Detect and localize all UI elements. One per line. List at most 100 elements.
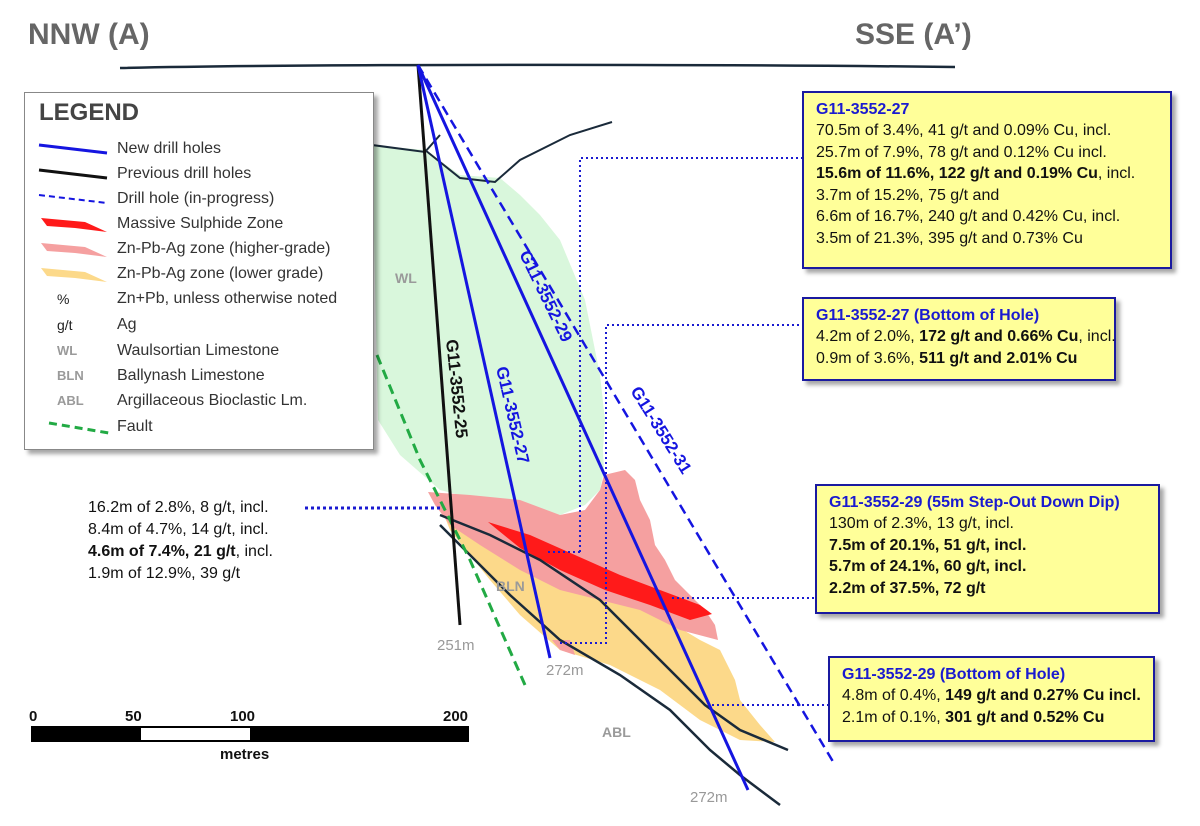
previous-hole-line-icon	[38, 168, 108, 180]
legend-label: Argillaceous Bioclastic Lm.	[117, 392, 308, 409]
assay-text: 4.8m of 0.4%,	[842, 687, 946, 704]
section-label-right: SSE (A’)	[855, 18, 972, 51]
scale-seg-3	[250, 727, 468, 741]
assay-text: 3.5m of 21.3%, 395 g/t and 0.73% Cu	[816, 229, 1083, 247]
assay-text: 16.2m of 2.8%, 8 g/t, incl.	[88, 499, 269, 516]
fault-line	[375, 354, 527, 686]
scale-seg-1	[32, 727, 141, 741]
assay-line: 1.9m of 12.9%, 39 g/t	[88, 563, 273, 585]
contact-line-upper	[424, 121, 613, 184]
assay-line: 25.7m of 7.9%, 78 g/t and 0.12% Cu incl.	[816, 142, 1160, 164]
assay-text: 6.6m of 16.7%, 240 g/t and 0.42% Cu, inc…	[816, 208, 1121, 225]
legend-abbr: g/t	[57, 317, 73, 333]
scale-tick-50: 50	[125, 708, 142, 725]
drill-hole-25	[416, 64, 462, 626]
legend-label: Drill hole (in-progress)	[117, 190, 275, 207]
legend-item-percent: % Zn+Pb, unless otherwise noted	[25, 287, 373, 311]
contact-line-bln-base	[439, 524, 781, 806]
drill-hole-29	[416, 64, 750, 791]
assay-line: 0.9m of 3.6%, 511 g/t and 2.01% Cu	[816, 348, 1104, 370]
assay-text: 1.9m of 12.9%, 39 g/t	[88, 565, 241, 582]
assay-text: 172 g/t and 0.66% Cu	[919, 328, 1079, 345]
assay-text: 4.2m of 2.0%,	[816, 328, 920, 345]
assay-line: 2.1m of 0.1%, 301 g/t and 0.52% Cu	[842, 707, 1143, 729]
unit-label-wl: WL	[395, 270, 417, 286]
leader-c1	[579, 157, 804, 552]
assay-text: 3.7m of 15.2%, 75 g/t and	[816, 186, 1000, 204]
assay-text: 8.4m of 4.7%, 14 g/t, incl.	[88, 521, 269, 538]
callout-hole-27-bottom: G11-3552-27 (Bottom of Hole) 4.2m of 2.0…	[802, 297, 1116, 381]
fault-dashed-line-icon	[48, 421, 110, 435]
callout-hole-29-bottom: G11-3552-29 (Bottom of Hole) 4.8m of 0.4…	[828, 656, 1155, 742]
scale-tick-100: 100	[230, 708, 256, 725]
ground-surface-line	[119, 63, 956, 70]
legend-item-abl: ABL Argillaceous Bioclastic Lm.	[25, 389, 373, 413]
assay-text: 2.2m of 37.5%, 72 g/t	[829, 579, 986, 597]
legend-item-previous-holes: Previous drill holes	[25, 162, 373, 186]
assay-text: 4.6m of 7.4%, 21 g/t	[88, 543, 236, 560]
assay-text: 130m of 2.3%, 13 g/t, incl.	[829, 515, 1014, 532]
assay-line: 6.6m of 16.7%, 240 g/t and 0.42% Cu, inc…	[816, 206, 1160, 228]
legend-item-gt: g/t Ag	[25, 313, 373, 337]
legend-label: Previous drill holes	[117, 165, 252, 182]
assay-line: 5.7m of 24.1%, 60 g/t, incl.	[829, 556, 1148, 578]
unit-label-abl: ABL	[602, 724, 631, 740]
assay-text: , incl.	[1097, 165, 1136, 182]
assay-line: 130m of 2.3%, 13 g/t, incl.	[829, 513, 1148, 535]
callout-title: G11-3552-27 (Bottom of Hole)	[816, 307, 1040, 324]
assay-line: 8.4m of 4.7%, 14 g/t, incl.	[88, 519, 273, 541]
legend-item-wl: WL Waulsortian Limestone	[25, 339, 373, 363]
assay-line: 15.6m of 11.6%, 122 g/t and 0.19% Cu, in…	[816, 163, 1160, 185]
scale-unit-label: metres	[220, 746, 270, 763]
assay-line: 16.2m of 2.8%, 8 g/t, incl.	[88, 497, 273, 519]
drill-hole-27	[416, 64, 552, 659]
assay-text: 149 g/t and 0.27% Cu incl.	[945, 687, 1141, 704]
legend-label: Ballynash Limestone	[117, 367, 265, 384]
legend-label: Zn+Pb, unless otherwise noted	[117, 290, 338, 307]
massive-sulphide-swatch-icon	[41, 218, 107, 232]
callout-title: G11-3552-29 (55m Step-Out Down Dip)	[829, 494, 1120, 511]
assay-line: 3.5m of 21.3%, 395 g/t and 0.73% Cu	[816, 228, 1160, 250]
legend-label: New drill holes	[117, 140, 222, 157]
in-progress-dashed-line-icon	[38, 194, 108, 204]
legend-label: Waulsortian Limestone	[117, 342, 280, 359]
assay-text: 301 g/t and 0.52% Cu	[945, 708, 1105, 726]
legend-abbr: WL	[57, 343, 78, 358]
legend-title: LEGEND	[39, 99, 140, 126]
scale-tick-200: 200	[443, 708, 469, 725]
higher-grade-swatch-icon	[41, 243, 107, 257]
assay-text-hole-25: 16.2m of 2.8%, 8 g/t, incl. 8.4m of 4.7%…	[88, 497, 273, 585]
legend-item-in-progress: Drill hole (in-progress)	[25, 187, 373, 211]
massive-sulphide-zone	[488, 522, 712, 620]
assay-text: 2.1m of 0.1%,	[842, 708, 946, 726]
legend-item-bln: BLN Ballynash Limestone	[25, 364, 373, 388]
assay-line: 70.5m of 3.4%, 41 g/t and 0.09% Cu, incl…	[816, 120, 1160, 142]
legend-label: Massive Sulphide Zone	[117, 215, 284, 232]
callout-hole-27: G11-3552-27 70.5m of 3.4%, 41 g/t and 0.…	[802, 91, 1172, 269]
assay-line: 4.6m of 7.4%, 21 g/t, incl.	[88, 541, 273, 563]
callout-hole-29-step-out: G11-3552-29 (55m Step-Out Down Dip) 130m…	[815, 484, 1160, 614]
assay-text: , incl.	[1078, 328, 1116, 345]
assay-text: , incl.	[235, 543, 273, 560]
legend-item-lower-grade: Zn-Pb-Ag zone (lower grade)	[25, 262, 373, 286]
drill-hole-31	[416, 64, 837, 766]
contact-line-bln-top	[439, 513, 789, 752]
legend-item-higher-grade: Zn-Pb-Ag zone (higher-grade)	[25, 237, 373, 261]
new-hole-line-icon	[38, 143, 108, 155]
leader-c2b	[560, 324, 804, 644]
lower-grade-swatch-icon	[41, 268, 107, 282]
legend-panel: LEGEND New drill holes Previous drill ho…	[24, 92, 374, 450]
assay-line: 4.8m of 0.4%, 149 g/t and 0.27% Cu incl.	[842, 685, 1143, 707]
assay-text: 0.9m of 3.6%,	[816, 349, 920, 367]
depth-label-29: 272m	[690, 789, 728, 806]
legend-label: Zn-Pb-Ag zone (higher-grade)	[117, 240, 331, 257]
assay-text: 511 g/t and 2.01% Cu	[919, 349, 1078, 367]
legend-label: Fault	[117, 418, 153, 435]
legend-item-fault: Fault	[25, 415, 373, 439]
assay-line: 7.5m of 20.1%, 51 g/t, incl.	[829, 535, 1148, 557]
legend-item-new-holes: New drill holes	[25, 137, 373, 161]
assay-line: 4.2m of 2.0%, 172 g/t and 0.66% Cu, incl…	[816, 326, 1116, 348]
callout-title: G11-3552-27	[816, 101, 910, 118]
unit-label-bln: BLN	[496, 578, 525, 594]
